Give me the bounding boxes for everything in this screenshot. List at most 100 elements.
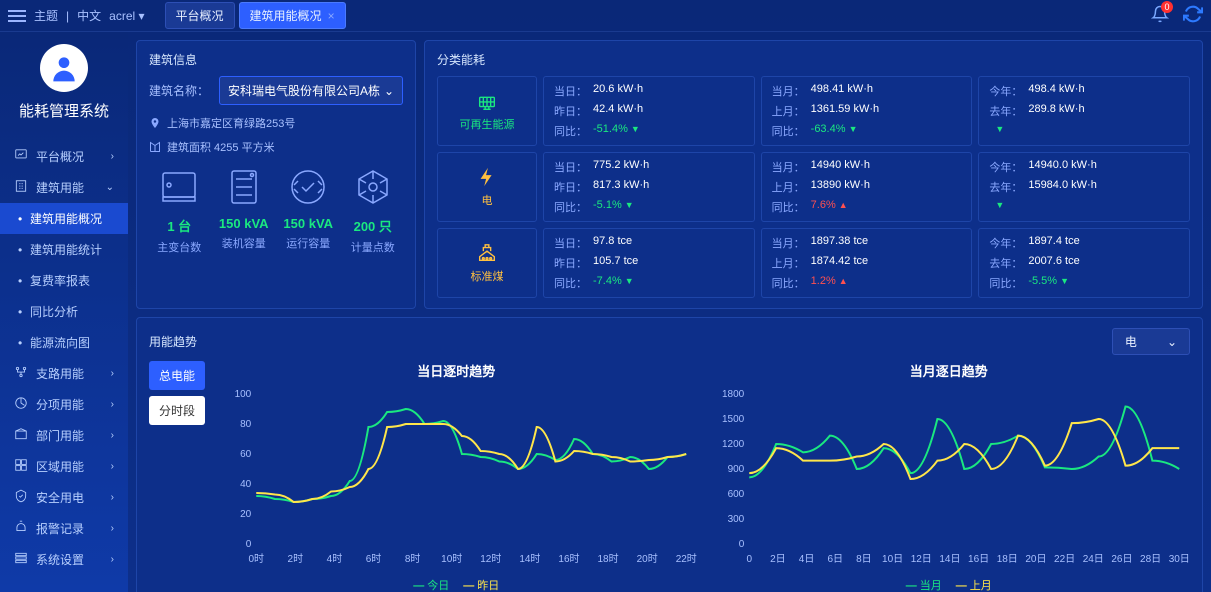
alarm-icon	[14, 520, 28, 537]
tab-overview[interactable]: 平台概况	[165, 2, 235, 29]
chevron-icon: ›	[111, 523, 114, 534]
theme-link[interactable]: 主题	[34, 7, 58, 24]
svg-text:900: 900	[727, 464, 744, 475]
sidebar: 能耗管理系统 平台概况›建筑用能⌄建筑用能概况建筑用能统计复费率报表同比分析能源…	[0, 32, 128, 592]
stat-item: 150 kVA装机容量	[214, 167, 275, 255]
nav-item[interactable]: 平台概况›	[0, 141, 128, 172]
nav-item[interactable]: 分项用能›	[0, 389, 128, 420]
svg-text:16日: 16日	[968, 554, 989, 565]
switch-period[interactable]: 分时段	[149, 396, 205, 425]
energy-data-cell: 当日：775.2 kW·h 昨日：817.3 kW·h 同比：-5.1% ▼	[543, 152, 755, 222]
svg-text:600: 600	[727, 489, 744, 500]
building-icon	[14, 179, 28, 196]
lang-link[interactable]: 中文	[77, 7, 101, 24]
energy-panel: 分类能耗 可再生能源 当日：20.6 kW·h 昨日：42.4 kW·h 同比：…	[424, 40, 1203, 309]
hourly-chart: 当日逐时趋势 0204060801000时2时4时6时8时10时12时14时16…	[215, 361, 698, 592]
svg-text:22时: 22时	[676, 553, 697, 565]
svg-text:4日: 4日	[798, 554, 814, 565]
dept-icon	[14, 427, 28, 444]
svg-text:22日: 22日	[1054, 554, 1075, 565]
user-link[interactable]: acrel ▾	[109, 9, 144, 23]
svg-text:4时: 4时	[327, 553, 343, 565]
energy-data-cell: 今年：498.4 kW·h 去年：289.8 kW·h ▼	[978, 76, 1190, 146]
svg-text:40: 40	[240, 479, 252, 490]
svg-text:30日: 30日	[1168, 554, 1189, 565]
chevron-down-icon: ⌄	[1167, 335, 1177, 349]
tab-building-energy[interactable]: 建筑用能概况×	[239, 2, 346, 29]
nav-menu: 平台概况›建筑用能⌄建筑用能概况建筑用能统计复费率报表同比分析能源流向图支路用能…	[0, 141, 128, 575]
address-row: 上海市嘉定区育绿路253号	[149, 115, 403, 131]
category-icon	[14, 396, 28, 413]
stat-item: 150 kVA运行容量	[278, 167, 339, 255]
system-title: 能耗管理系统	[19, 100, 109, 121]
logo-avatar	[40, 44, 88, 92]
trend-panel: 用能趋势 电 ⌄ 总电能 分时段 当日逐时趋势 0204060801000时2时…	[136, 317, 1203, 592]
panel-title: 建筑信息	[149, 51, 403, 68]
svg-text:2时: 2时	[288, 553, 304, 565]
stat-grid: 1 台主变台数150 kVA装机容量150 kVA运行容量200 只计量点数	[149, 167, 403, 255]
svg-text:1500: 1500	[722, 414, 745, 425]
energy-category: 标准煤	[437, 228, 537, 298]
chevron-icon: ›	[111, 461, 114, 472]
switch-total[interactable]: 总电能	[149, 361, 205, 390]
nav-subitem[interactable]: 建筑用能概况	[0, 203, 128, 234]
daily-chart: 当月逐日趋势 030060090012001500180002日4日6日8日10…	[708, 361, 1191, 592]
svg-text:20日: 20日	[1025, 554, 1046, 565]
nav-subitem[interactable]: 能源流向图	[0, 327, 128, 358]
notification-badge: 0	[1161, 1, 1173, 13]
energy-data-cell: 当月：1897.38 tce 上月：1874.42 tce 同比：1.2% ▲	[761, 228, 973, 298]
nav-subitem[interactable]: 建筑用能统计	[0, 234, 128, 265]
energy-category: 电	[437, 152, 537, 222]
nav-item[interactable]: 报警记录›	[0, 513, 128, 544]
nav-item[interactable]: 安全用电›	[0, 482, 128, 513]
safe-icon	[14, 489, 28, 506]
overview-icon	[14, 148, 28, 165]
notification-icon[interactable]: 0	[1151, 5, 1169, 26]
nav-item[interactable]: 系统设置›	[0, 544, 128, 575]
energy-data-cell: 当日：20.6 kW·h 昨日：42.4 kW·h 同比：-51.4% ▼	[543, 76, 755, 146]
svg-text:14时: 14时	[519, 553, 540, 565]
menu-toggle-icon[interactable]	[8, 10, 26, 22]
nav-subitem[interactable]: 复费率报表	[0, 265, 128, 296]
energy-data-cell: 今年：1897.4 tce 去年：2007.6 tce 同比：-5.5% ▼	[978, 228, 1190, 298]
chevron-icon: ›	[111, 430, 114, 441]
svg-text:24日: 24日	[1082, 554, 1103, 565]
building-select[interactable]: 安科瑞电气股份有限公司A栋 ⌄	[219, 76, 403, 105]
chevron-icon: ›	[111, 151, 114, 162]
topbar-links: 主题| 中文 acrel ▾	[34, 7, 145, 24]
nav-item[interactable]: 部门用能›	[0, 420, 128, 451]
chevron-icon: ›	[111, 554, 114, 565]
svg-text:6日: 6日	[827, 554, 843, 565]
chevron-icon: ›	[111, 368, 114, 379]
trend-switch: 总电能 分时段	[149, 361, 205, 592]
close-icon[interactable]: ×	[328, 9, 335, 23]
svg-text:2日: 2日	[770, 554, 786, 565]
area-icon	[14, 458, 28, 475]
svg-text:10日: 10日	[882, 554, 903, 565]
nav-item[interactable]: 区域用能›	[0, 451, 128, 482]
svg-text:0时: 0时	[248, 553, 264, 565]
nav-item[interactable]: 建筑用能⌄	[0, 172, 128, 203]
rack-icon	[214, 167, 275, 210]
topbar: 主题| 中文 acrel ▾ 平台概况 建筑用能概况× 0	[0, 0, 1211, 32]
refresh-icon[interactable]	[1183, 4, 1203, 27]
svg-text:6时: 6时	[366, 553, 382, 565]
stat-item: 1 台主变台数	[149, 167, 210, 255]
settings-icon	[14, 551, 28, 568]
area-row: 建筑面积 4255 平方米	[149, 139, 403, 155]
stat-item: 200 只计量点数	[343, 167, 404, 255]
nav-subitem[interactable]: 同比分析	[0, 296, 128, 327]
svg-text:26日: 26日	[1111, 554, 1132, 565]
nav-item[interactable]: 支路用能›	[0, 358, 128, 389]
building-name-label: 建筑名称：	[149, 82, 209, 99]
svg-text:0: 0	[738, 539, 744, 550]
svg-text:14日: 14日	[939, 554, 960, 565]
svg-text:28日: 28日	[1140, 554, 1161, 565]
svg-text:60: 60	[240, 449, 252, 460]
svg-text:8日: 8日	[856, 554, 872, 565]
svg-text:18时: 18时	[598, 553, 619, 565]
svg-text:12日: 12日	[910, 554, 931, 565]
energy-data-cell: 当日：97.8 tce 昨日：105.7 tce 同比：-7.4% ▼	[543, 228, 755, 298]
trend-type-select[interactable]: 电 ⌄	[1112, 328, 1190, 355]
svg-text:20时: 20时	[637, 553, 658, 565]
